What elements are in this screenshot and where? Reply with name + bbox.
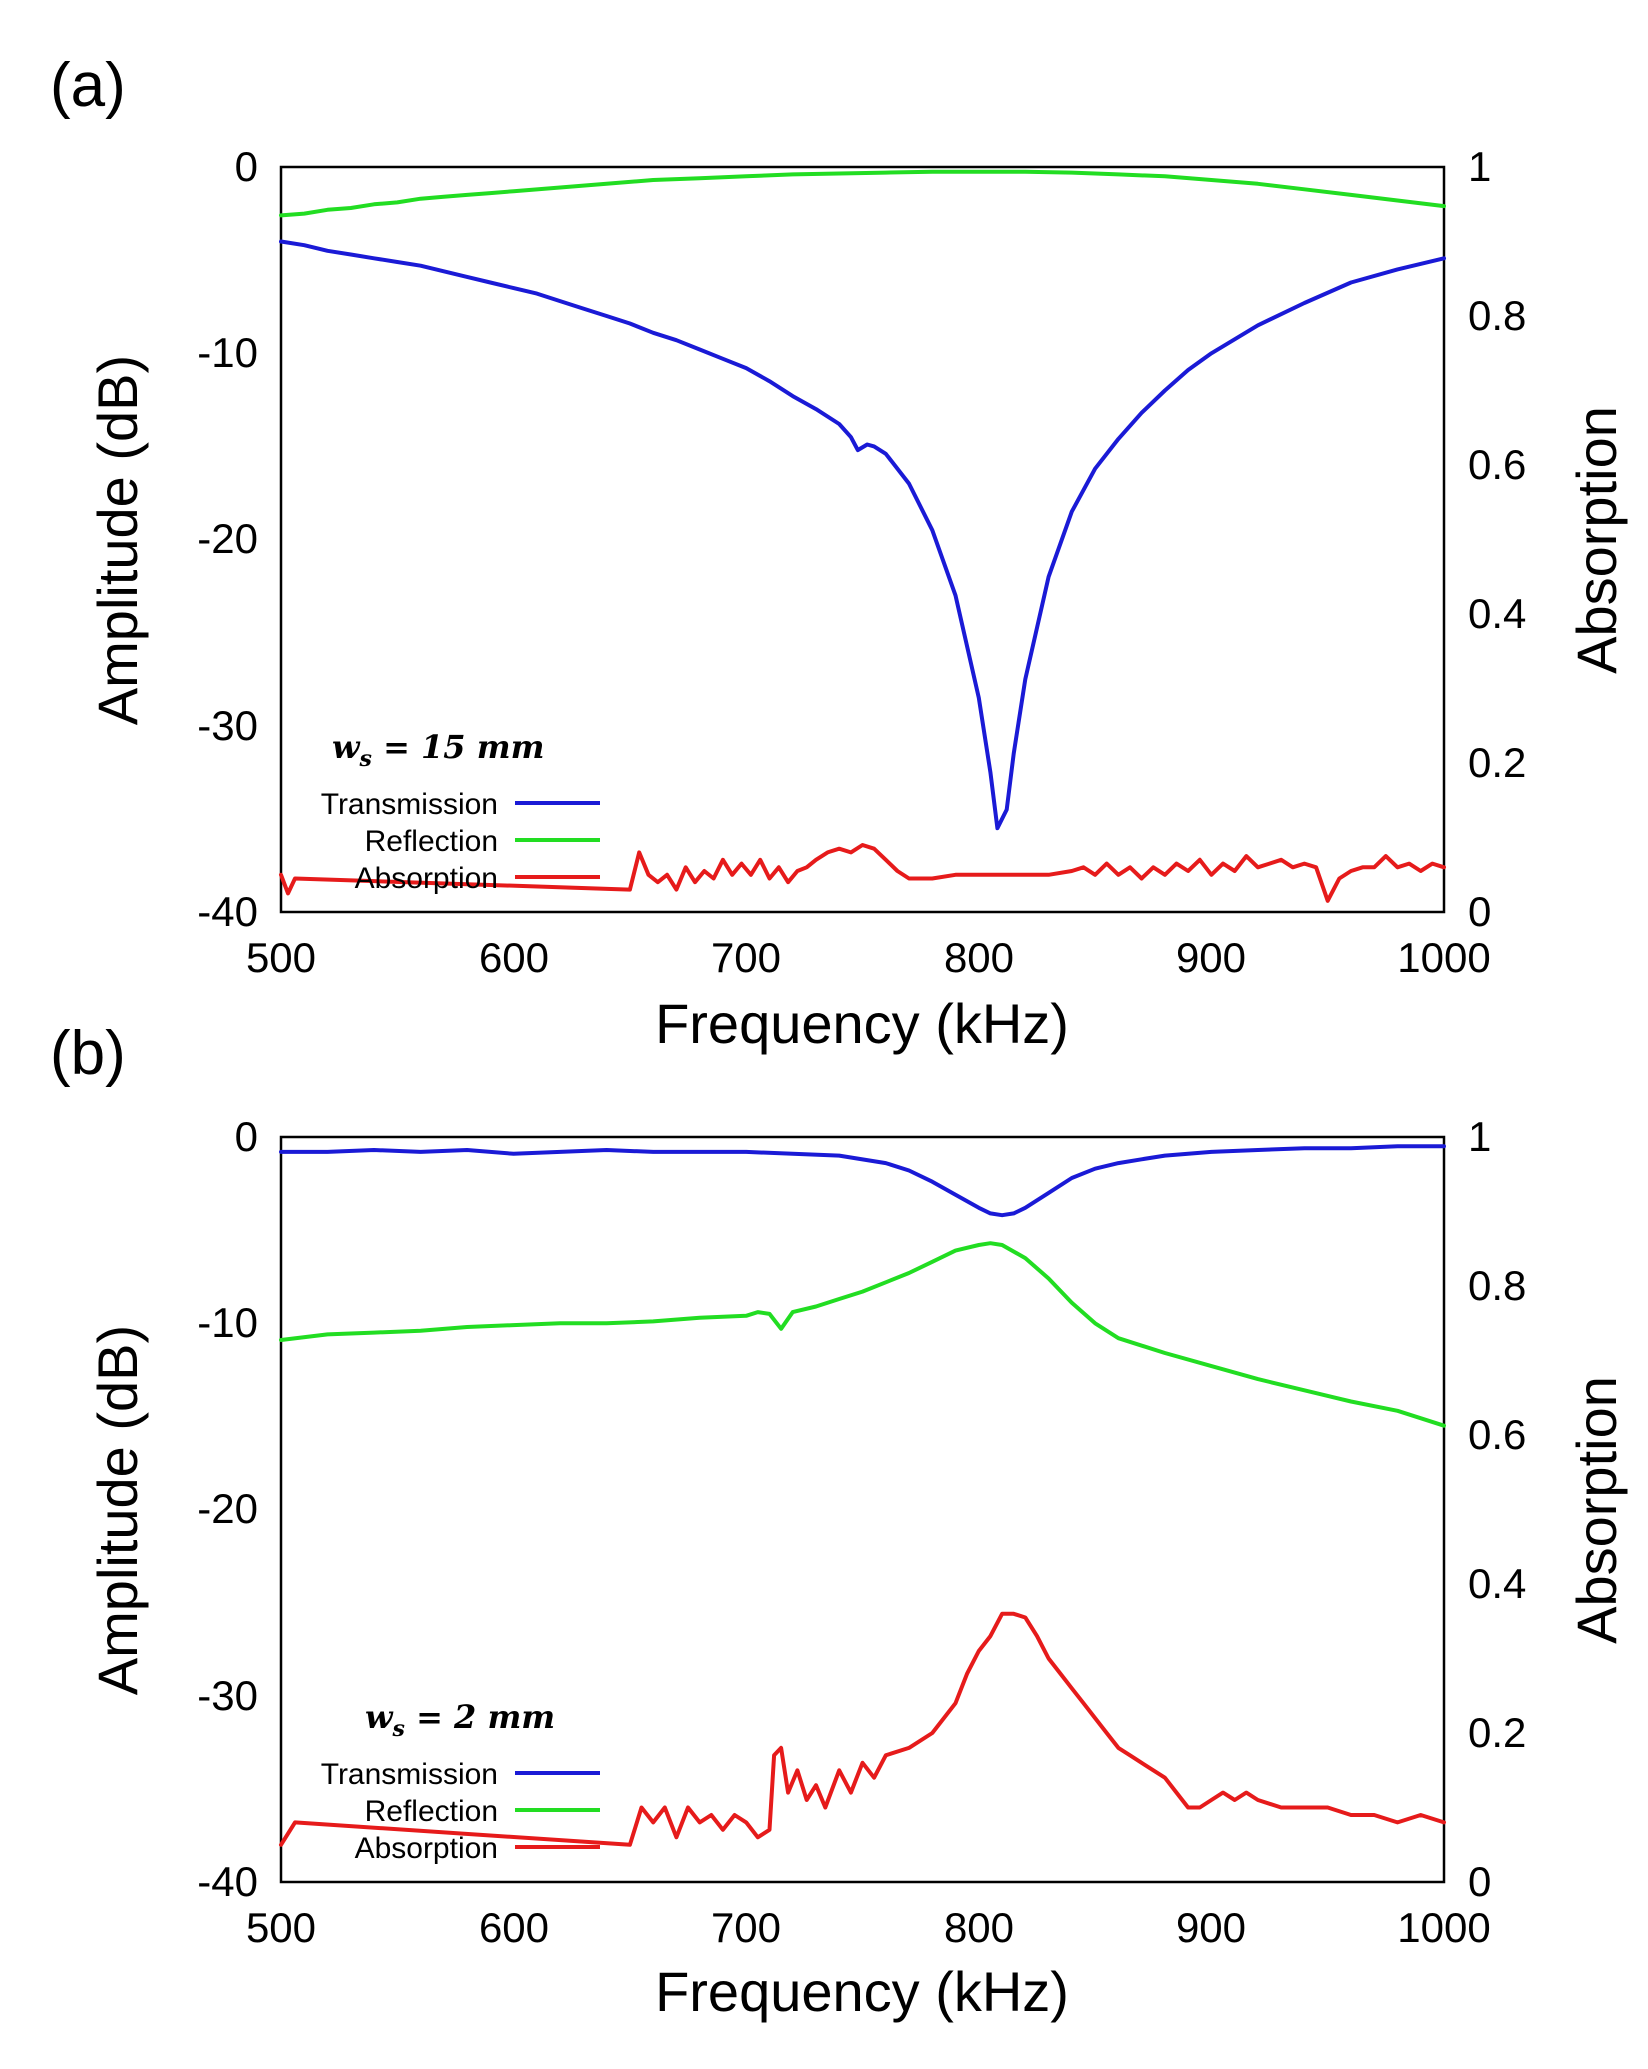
plot-frame: [279, 165, 1446, 914]
y-axis-title: Amplitude (dB): [86, 355, 149, 725]
y-tick-labels: 0 -10 -20 -30 -40: [197, 143, 258, 935]
legend-label: Transmission: [321, 1758, 498, 1791]
y2-tick-label: 0: [1468, 888, 1491, 935]
y2-axis-title: Absorption: [1565, 1376, 1628, 1644]
x-axis-title: Frequency (kHz): [655, 992, 1069, 1055]
y-tick-label: -30: [197, 702, 258, 749]
y-tick-label: 0: [235, 143, 258, 190]
series-line: [279, 1144, 1446, 1218]
y2-tick-label: 0.4: [1468, 1560, 1526, 1607]
y2-tick-label: 0.6: [1468, 441, 1526, 488]
annotation-text: = 2 mm: [405, 1698, 555, 1736]
y-tick-label: -20: [197, 1485, 258, 1532]
y2-tick-labels: 0 0.2 0.4 0.6 0.8 1: [1468, 143, 1526, 935]
x-axis-title: Frequency (kHz): [655, 1960, 1069, 2023]
legend-label: Reflection: [365, 825, 498, 858]
annotation: ws = 2 mm: [365, 1698, 555, 1742]
y-tick-label: -40: [197, 1858, 258, 1905]
series-group: [279, 1144, 1446, 1847]
x-tick-label: 1000: [1397, 1904, 1490, 1951]
series-group: [279, 169, 1446, 903]
legend-label: Transmission: [321, 788, 498, 821]
legend: Transmission Reflection Absorption: [321, 788, 600, 895]
y2-tick-label: 1: [1468, 1113, 1491, 1160]
x-tick-label: 500: [246, 1904, 316, 1951]
y2-tick-label: 0: [1468, 1858, 1491, 1905]
annotation: ws = 15 mm: [332, 728, 544, 772]
legend-label: Reflection: [365, 1795, 498, 1828]
x-tick-label: 1000: [1397, 934, 1490, 981]
legend-label: Absorption: [355, 1832, 498, 1865]
panel-b: (b) 500 600 700 800 900 1000 0 -10 -20 -…: [50, 1019, 1628, 2023]
x-tick-labels: 500 600 700 800 900 1000: [246, 1904, 1491, 1951]
y2-tick-label: 1: [1468, 143, 1491, 190]
annotation-symbol: w: [332, 728, 361, 766]
panel-label: (b): [50, 1019, 126, 1088]
y-axis-title: Amplitude (dB): [86, 1325, 149, 1695]
y2-tick-label: 0.6: [1468, 1411, 1526, 1458]
series-line: [279, 1241, 1446, 1428]
y-tick-label: 0: [235, 1113, 258, 1160]
y2-tick-label: 0.2: [1468, 739, 1526, 786]
panel-a: (a) 500 600 700 800 900 1000 0 -10 -20 -…: [50, 51, 1628, 1055]
y-tick-label: -10: [197, 329, 258, 376]
y2-tick-label: 0.8: [1468, 1262, 1526, 1309]
y2-tick-labels: 0 0.2 0.4 0.6 0.8 1: [1468, 1113, 1526, 1905]
y-tick-label: -40: [197, 888, 258, 935]
y2-axis-title: Absorption: [1565, 406, 1628, 674]
x-tick-label: 500: [246, 934, 316, 981]
y-tick-label: -10: [197, 1299, 258, 1346]
y-tick-labels: 0 -10 -20 -30 -40: [197, 1113, 258, 1905]
annotation-subscript: s: [392, 1716, 405, 1742]
x-tick-label: 800: [944, 934, 1014, 981]
y-tick-label: -30: [197, 1672, 258, 1719]
x-tick-label: 900: [1176, 1904, 1246, 1951]
series-line: [279, 239, 1446, 831]
annotation-text: = 15 mm: [372, 728, 544, 766]
y2-tick-label: 0.2: [1468, 1709, 1526, 1756]
x-tick-label: 700: [711, 934, 781, 981]
plot-frame: [279, 1135, 1446, 1884]
x-tick-labels: 500 600 700 800 900 1000: [246, 934, 1491, 981]
x-tick-label: 600: [479, 1904, 549, 1951]
x-tick-label: 800: [944, 1904, 1014, 1951]
series-line: [279, 843, 1446, 903]
legend: Transmission Reflection Absorption: [321, 1758, 600, 1865]
legend-label: Absorption: [355, 862, 498, 895]
y2-tick-label: 0.4: [1468, 590, 1526, 637]
y2-tick-label: 0.8: [1468, 292, 1526, 339]
x-tick-label: 900: [1176, 934, 1246, 981]
series-line: [279, 169, 1446, 218]
annotation-symbol: w: [365, 1698, 394, 1736]
annotation-subscript: s: [359, 746, 372, 772]
x-tick-label: 600: [479, 934, 549, 981]
panel-label: (a): [50, 51, 126, 120]
series-line: [279, 1611, 1446, 1847]
x-tick-label: 700: [711, 1904, 781, 1951]
y-tick-label: -20: [197, 515, 258, 562]
